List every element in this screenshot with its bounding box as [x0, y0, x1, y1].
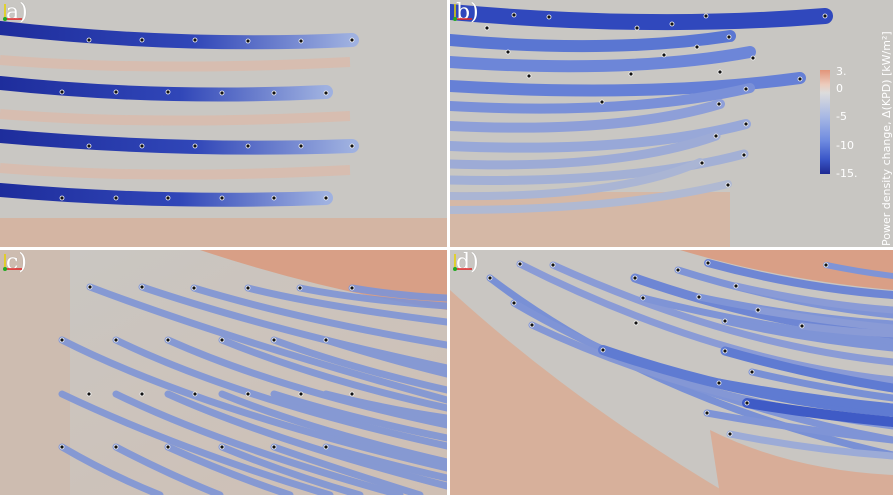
colorbar-tick-minus5: -5: [836, 110, 847, 123]
panel-d-field: [450, 250, 893, 495]
axes-triad-icon: [453, 254, 472, 271]
panel-c-field: [0, 250, 447, 495]
panel-a: a): [0, 0, 447, 247]
colorbar-tick-minus10: -10: [836, 139, 854, 152]
axes-triad-icon: [3, 254, 22, 271]
axes-triad-icon: [3, 4, 22, 21]
colorbar-tick-max: 3.: [836, 65, 847, 78]
panel-a-label: a): [6, 0, 28, 25]
colorbar-title: Power density change, Δ(KPD) [kW/m²]: [880, 31, 893, 246]
colorbar: 3. 0 -5 -10 -15. Power density change, Δ…: [818, 31, 893, 246]
axes-triad-icon: [453, 4, 472, 21]
panel-b-label: b): [456, 0, 479, 25]
panel-a-field: [0, 0, 447, 247]
panel-d-label: d): [456, 250, 479, 275]
colorbar-gradient: [820, 70, 830, 174]
panel-b: b): [450, 0, 893, 247]
panel-d: d): [450, 250, 893, 495]
panel-c: c): [0, 250, 447, 495]
panel-c-label: c): [6, 250, 27, 275]
panel-b-field: [450, 0, 893, 247]
colorbar-tick-min: -15.: [836, 167, 858, 180]
colorbar-tick-zero: 0: [836, 82, 843, 95]
